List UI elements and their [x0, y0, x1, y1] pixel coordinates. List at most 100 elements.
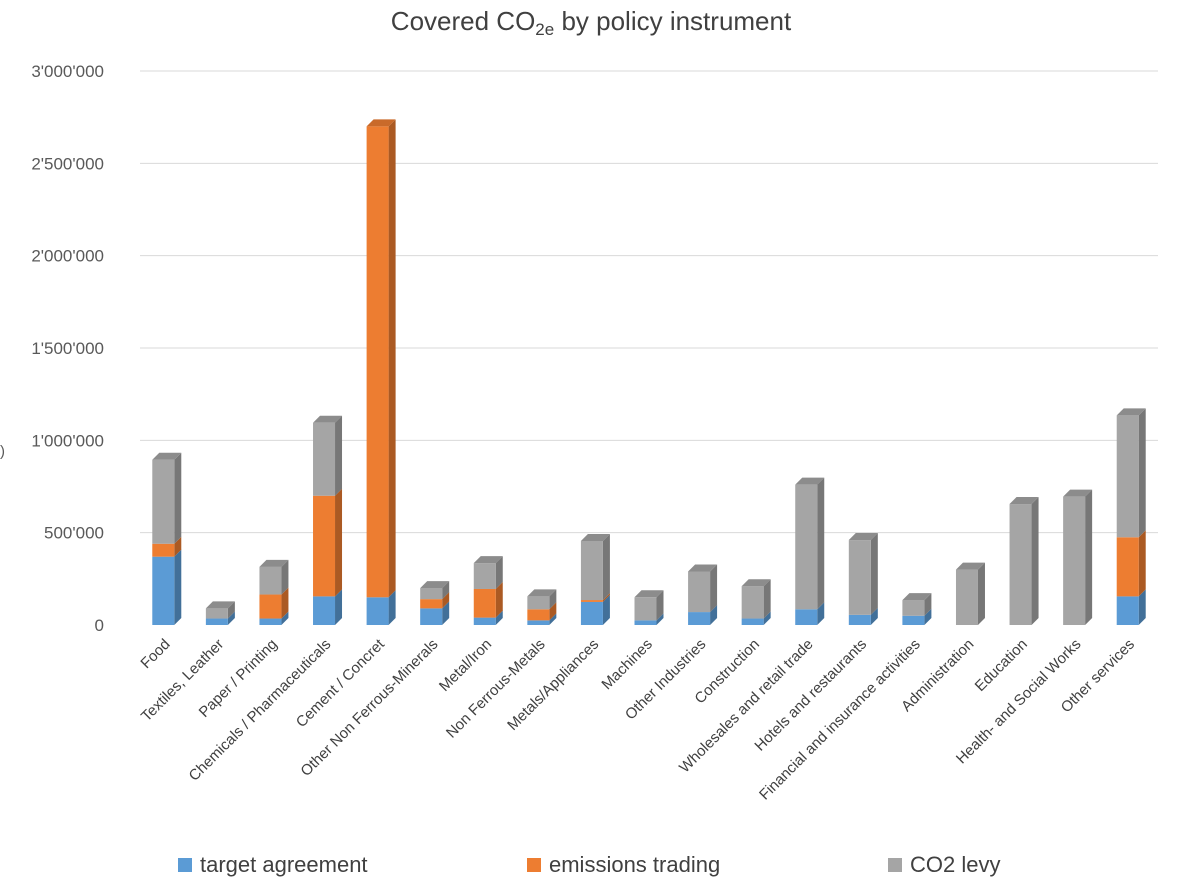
bar-segment-side — [335, 488, 343, 597]
bar-top-face — [259, 559, 289, 567]
bar-segment-side — [817, 477, 825, 610]
bar-segment-side — [174, 452, 182, 544]
bar-segment — [634, 597, 657, 621]
bar-segment — [313, 495, 336, 597]
bar-segment — [205, 618, 228, 625]
bar-segment-side — [442, 592, 450, 609]
bar-segment — [1009, 504, 1032, 625]
bar-top-face — [688, 564, 718, 572]
x-tick-label: Non Ferrous-Metals — [443, 636, 549, 742]
bar-segment-side — [281, 587, 289, 619]
y-tick-label: 2'500'000 — [31, 154, 104, 173]
bar-segment-side — [227, 601, 235, 619]
bar-segment-side — [281, 611, 289, 625]
bar-top-face — [848, 533, 878, 541]
bar-segment-side — [977, 562, 985, 625]
bar-segment — [527, 596, 550, 610]
bar-segment-side — [763, 611, 771, 625]
bar-segment-side — [174, 549, 182, 625]
bar-segment — [205, 608, 228, 619]
bar-segment — [955, 569, 978, 625]
chart-legend: target agreement emissions trading CO2 lev… — [0, 852, 1182, 882]
bar-segment — [259, 618, 282, 625]
bar-top-face — [473, 556, 503, 564]
bar-segment — [902, 600, 925, 616]
legend-label: CO2 levy — [910, 852, 1001, 877]
bar-segment-side — [602, 533, 610, 601]
bar-top-face — [902, 593, 932, 601]
bar-segment — [152, 543, 175, 557]
chart-title-main: Covered CO — [390, 6, 536, 36]
legend-swatch — [178, 858, 192, 872]
bar-segment-side — [335, 415, 343, 496]
bar-segment — [259, 594, 282, 619]
bar-segment — [795, 484, 818, 610]
bar-segment-side — [710, 564, 718, 613]
bar-segment-side — [1085, 489, 1093, 625]
y-tick-label: 0 — [95, 616, 104, 635]
bar-segment-side — [388, 590, 396, 625]
legend-item: emissions trading — [527, 852, 720, 878]
bar-segment-side — [1031, 497, 1039, 625]
bar-segment — [152, 459, 175, 544]
bar-segment — [688, 612, 711, 625]
bar-top-face — [634, 590, 664, 598]
bar-segment-side — [335, 589, 343, 625]
y-tick-label: 500'000 — [44, 524, 104, 543]
bar-segment-side — [656, 590, 664, 621]
y-tick-label: 1'500'000 — [31, 339, 104, 358]
bar-segment — [688, 571, 711, 613]
x-tick-label: Food — [137, 636, 173, 672]
bar-segment-side — [174, 536, 182, 557]
bar-segment — [741, 618, 764, 625]
bar-segment — [152, 556, 175, 625]
bar-segment-side — [602, 593, 610, 602]
cropped-axis-label-fragment: ) — [0, 443, 5, 460]
bar-segment-side — [549, 602, 557, 621]
bar-segment — [848, 614, 871, 625]
bar-segment-side — [495, 610, 503, 625]
bar-top-face — [1116, 408, 1146, 416]
bar-segment-side — [227, 611, 235, 625]
y-tick-label: 1'000'000 — [31, 431, 104, 450]
bar-top-face — [955, 562, 985, 570]
bar-top-face — [795, 477, 825, 485]
bar-top-face — [1009, 497, 1039, 505]
bar-top-face — [313, 415, 343, 423]
bar-segment — [848, 540, 871, 615]
chart-title-subscript: 2e — [535, 20, 555, 39]
x-tick-label: Cement / Concret — [293, 635, 389, 731]
chart-title-rest: by policy instrument — [554, 6, 792, 36]
bar-segment-side — [870, 533, 878, 615]
bar-segment-side — [495, 581, 503, 618]
legend-swatch — [527, 858, 541, 872]
bar-segment — [420, 588, 443, 600]
bar-segment-side — [924, 593, 932, 616]
bar-segment-side — [1138, 408, 1146, 538]
bar-segment-side — [281, 559, 289, 595]
bar-segment-side — [442, 601, 450, 625]
bar-segment — [259, 566, 282, 595]
bar-segment — [527, 620, 550, 625]
bar-segment — [366, 126, 389, 598]
bar-segment — [313, 596, 336, 625]
bar-segment-side — [602, 594, 610, 625]
bar-top-face — [152, 452, 182, 460]
legend-label: target agreement — [200, 852, 368, 877]
legend-item: target agreement — [178, 852, 368, 878]
bar-segment-side — [549, 589, 557, 610]
bar-segment — [902, 615, 925, 625]
bar-segment-side — [442, 581, 450, 600]
bar-segment — [473, 617, 496, 625]
bar-segment — [473, 563, 496, 589]
bar-segment — [1063, 496, 1086, 625]
bar-segment — [1116, 415, 1139, 538]
bar-segment — [1116, 596, 1139, 625]
y-tick-label: 3'000'000 — [31, 62, 104, 81]
bar-segment — [527, 609, 550, 621]
bar-segment — [420, 599, 443, 609]
bar-top-face — [1063, 489, 1093, 497]
bar-segment — [580, 600, 603, 602]
bar-top-face — [366, 119, 396, 127]
bar-top-face — [580, 533, 610, 541]
